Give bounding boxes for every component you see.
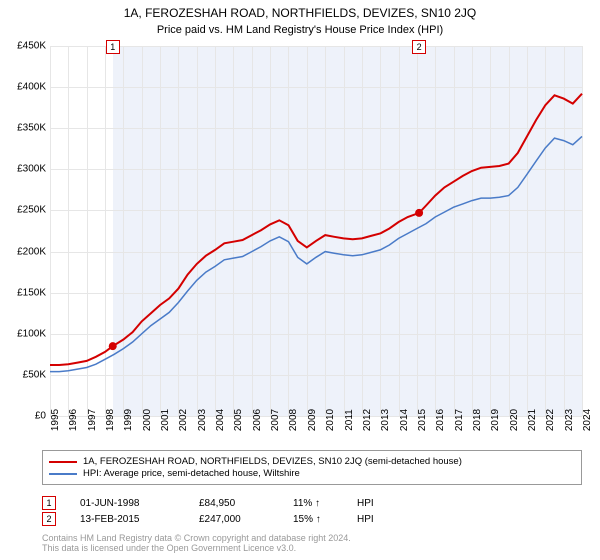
x-tick-label: 2013	[380, 409, 391, 431]
x-tick-label: 2021	[527, 409, 538, 431]
x-tick-label: 2024	[582, 409, 593, 431]
series-price_paid	[50, 94, 582, 365]
x-tick-label: 2023	[564, 409, 575, 431]
y-tick-label: £100K	[17, 328, 46, 339]
legend-row: 1A, FEROZESHAH ROAD, NORTHFIELDS, DEVIZE…	[49, 456, 575, 467]
x-tick-label: 1999	[123, 409, 134, 431]
marker-dot-2	[415, 209, 423, 217]
marker-flag-2: 2	[412, 40, 426, 54]
y-tick-label: £50K	[23, 369, 46, 380]
chart-subtitle: Price paid vs. HM Land Registry's House …	[0, 20, 600, 36]
chart-title: 1A, FEROZESHAH ROAD, NORTHFIELDS, DEVIZE…	[0, 0, 600, 20]
x-tick-label: 1996	[68, 409, 79, 431]
x-tick-label: 2002	[178, 409, 189, 431]
event-date: 13-FEB-2015	[80, 514, 175, 525]
x-tick-label: 2020	[509, 409, 520, 431]
event-price: £247,000	[199, 514, 269, 525]
plot-area: £0£50K£100K£150K£200K£250K£300K£350K£400…	[50, 46, 582, 416]
event-row: 2 13-FEB-2015 £247,000 15% HPI	[42, 512, 582, 526]
x-tick-label: 2012	[362, 409, 373, 431]
event-marker-box: 2	[42, 512, 56, 526]
event-pct: 15%	[293, 514, 333, 525]
legend-swatch	[49, 461, 77, 463]
footer-line-2: This data is licensed under the Open Gov…	[42, 544, 582, 554]
x-tick-label: 2003	[197, 409, 208, 431]
y-tick-label: £300K	[17, 164, 46, 175]
event-suffix: HPI	[357, 498, 374, 509]
event-row: 1 01-JUN-1998 £84,950 11% HPI	[42, 496, 582, 510]
y-tick-label: £150K	[17, 287, 46, 298]
y-tick-label: £0	[35, 411, 46, 422]
x-tick-label: 2006	[252, 409, 263, 431]
x-tick-label: 2008	[288, 409, 299, 431]
marker-flag-1: 1	[106, 40, 120, 54]
footer-text: Contains HM Land Registry data © Crown c…	[42, 534, 582, 554]
x-tick-label: 2017	[454, 409, 465, 431]
x-tick-label: 2019	[490, 409, 501, 431]
event-price: £84,950	[199, 498, 269, 509]
legend-row: HPI: Average price, semi-detached house,…	[49, 468, 575, 479]
series-hpi	[50, 136, 582, 371]
y-tick-label: £250K	[17, 205, 46, 216]
x-tick-label: 1998	[105, 409, 116, 431]
event-date: 01-JUN-1998	[80, 498, 175, 509]
legend-label: HPI: Average price, semi-detached house,…	[83, 468, 300, 479]
x-tick-label: 2014	[399, 409, 410, 431]
legend-swatch	[49, 473, 77, 475]
chart-container: 1A, FEROZESHAH ROAD, NORTHFIELDS, DEVIZE…	[0, 0, 600, 560]
v-gridline	[582, 46, 583, 416]
x-tick-label: 1995	[50, 409, 61, 431]
x-tick-label: 2000	[142, 409, 153, 431]
x-tick-label: 2022	[545, 409, 556, 431]
x-tick-label: 2009	[307, 409, 318, 431]
x-tick-label: 2005	[233, 409, 244, 431]
event-suffix: HPI	[357, 514, 374, 525]
event-marker-box: 1	[42, 496, 56, 510]
y-tick-label: £450K	[17, 41, 46, 52]
legend-label: 1A, FEROZESHAH ROAD, NORTHFIELDS, DEVIZE…	[83, 456, 462, 467]
x-tick-label: 2001	[160, 409, 171, 431]
y-tick-label: £200K	[17, 246, 46, 257]
x-tick-label: 2004	[215, 409, 226, 431]
x-tick-label: 2007	[270, 409, 281, 431]
y-tick-label: £350K	[17, 123, 46, 134]
legend-box: 1A, FEROZESHAH ROAD, NORTHFIELDS, DEVIZE…	[42, 450, 582, 485]
x-tick-label: 1997	[87, 409, 98, 431]
x-tick-label: 2010	[325, 409, 336, 431]
events-list: 1 01-JUN-1998 £84,950 11% HPI 2 13-FEB-2015 £24…	[42, 494, 582, 528]
x-tick-label: 2016	[435, 409, 446, 431]
event-pct: 11%	[293, 498, 333, 509]
chart-svg	[50, 46, 582, 416]
y-tick-label: £400K	[17, 82, 46, 93]
x-tick-label: 2018	[472, 409, 483, 431]
marker-dot-1	[109, 342, 117, 350]
x-tick-label: 2011	[344, 409, 355, 431]
x-tick-label: 2015	[417, 409, 428, 431]
